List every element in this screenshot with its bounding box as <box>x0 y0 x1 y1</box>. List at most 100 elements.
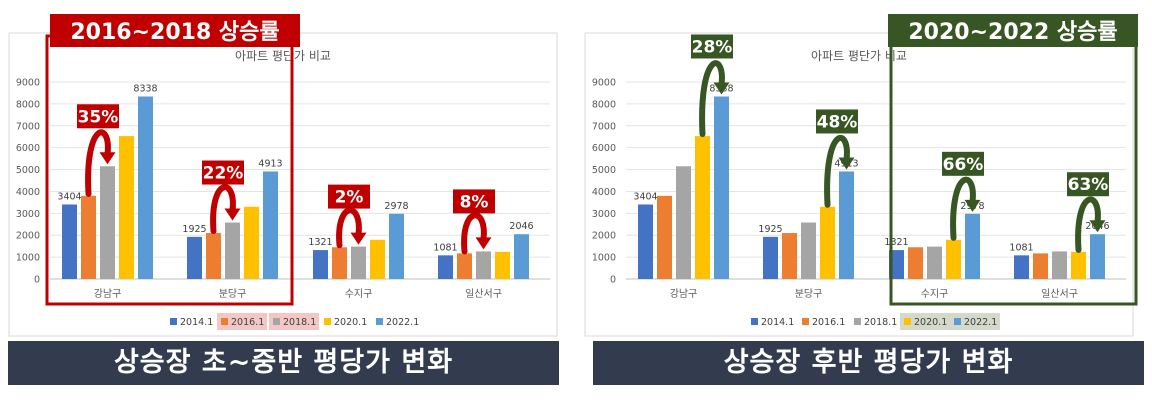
banner-title: 2020~2022 상승률 <box>908 20 1117 45</box>
y-tick-label: 5000 <box>16 165 40 176</box>
bar-2018.1-강남구 <box>676 166 691 279</box>
data-label: 2978 <box>384 201 408 212</box>
banner-box <box>50 14 300 47</box>
bar-2016.1-분당구 <box>206 233 221 279</box>
y-tick-label: 3000 <box>16 209 40 220</box>
bar-2020.1-분당구 <box>820 206 835 279</box>
banner-title: 2016~2018 상승률 <box>70 20 279 45</box>
legend-label: 2018.1 <box>864 317 897 328</box>
growth-arrow <box>336 207 362 249</box>
legend-swatch <box>904 318 911 325</box>
legend-swatch <box>221 318 228 325</box>
legend-swatch <box>324 318 331 325</box>
x-category-label: 분당구 <box>219 288 247 300</box>
percent-box <box>942 151 984 176</box>
bar-2014.1-일산서구 <box>1014 255 1029 279</box>
percent-label: 48% <box>817 112 858 132</box>
legend-highlight <box>269 313 319 330</box>
y-tick-label: 4000 <box>592 187 616 198</box>
percent-label: 8% <box>460 192 489 212</box>
y-tick-label: 0 <box>34 275 40 286</box>
bar-2014.1-분당구 <box>187 236 202 279</box>
bar-2014.1-강남구 <box>62 204 77 279</box>
y-tick-label: 6000 <box>592 143 616 154</box>
bar-2022.1-수지구 <box>965 213 980 279</box>
y-tick-label: 9000 <box>592 78 616 89</box>
data-label: 1925 <box>182 224 206 235</box>
bar-2014.1-수지구 <box>889 250 904 279</box>
x-category-label: 일산서구 <box>1041 288 1078 300</box>
legend-swatch <box>751 318 758 325</box>
legend-label: 2014.1 <box>761 317 794 328</box>
y-tick-label: 4000 <box>16 187 40 198</box>
y-tick-label: 2000 <box>16 231 40 242</box>
banner-box <box>888 14 1138 47</box>
y-tick-label: 3000 <box>592 209 616 220</box>
bar-2016.1-수지구 <box>908 247 923 279</box>
growth-arrow <box>1075 196 1101 253</box>
bar-chart-right: 아파트 평단가 비교 0 1000 2000 3000 4000 5000 6000 7000 8… <box>584 14 1138 337</box>
y-tick-label: 1000 <box>16 253 40 264</box>
x-category-label: 분당구 <box>795 288 823 300</box>
legend-label: 2016.1 <box>231 317 264 328</box>
legend-swatch <box>954 318 961 325</box>
legend-label: 2020.1 <box>334 317 367 328</box>
legend-highlight <box>217 313 267 330</box>
y-tick-label: 5000 <box>592 165 616 176</box>
percent-box <box>453 189 495 214</box>
data-label: 1321 <box>884 237 908 248</box>
chart-title: 아파트 평단가 비교 <box>235 49 331 63</box>
data-label: 1081 <box>1009 242 1033 253</box>
bar-2020.1-분당구 <box>244 206 259 279</box>
legend-label: 2016.1 <box>812 317 845 328</box>
caption-left: 상승장 초~중반 평당가 변화 <box>8 341 559 385</box>
arrow-head <box>713 82 730 95</box>
bar-2022.1-일산서구 <box>1090 234 1105 279</box>
x-category-label: 강남구 <box>94 288 122 300</box>
arrow-head <box>964 199 981 212</box>
arrow-head <box>224 208 241 221</box>
growth-arrow <box>85 129 111 197</box>
percent-label: 66% <box>943 155 984 175</box>
percent-label: 35% <box>78 107 119 127</box>
bar-chart-left: 아파트 평단가 비교 0 1000 2000 3000 4000 5000 6000 7000 8… <box>8 14 558 337</box>
x-category-label: 일산서구 <box>465 288 502 300</box>
arrow-head <box>838 157 855 170</box>
bar-2020.1-수지구 <box>370 239 385 279</box>
arrow-head <box>475 237 492 250</box>
bar-2020.1-강남구 <box>695 136 710 279</box>
y-tick-label: 6000 <box>16 143 40 154</box>
bar-2014.1-강남구 <box>638 204 653 279</box>
percent-label: 22% <box>203 164 244 184</box>
legend-label: 2022.1 <box>386 317 419 328</box>
bar-2022.1-수지구 <box>389 213 404 279</box>
y-tick-label: 7000 <box>592 121 616 132</box>
legend-highlight <box>950 313 1000 330</box>
data-label: 1321 <box>308 237 332 248</box>
data-label: 3404 <box>633 191 657 202</box>
growth-arrow <box>699 60 725 138</box>
legend-swatch <box>273 318 280 325</box>
bar-2016.1-수지구 <box>332 247 347 279</box>
y-tick-label: 2000 <box>592 231 616 242</box>
legend-swatch <box>376 318 383 325</box>
y-tick-label: 0 <box>610 275 616 286</box>
x-category-label: 강남구 <box>670 288 698 300</box>
bar-2018.1-강남구 <box>100 166 115 279</box>
bar-2016.1-분당구 <box>782 233 797 279</box>
x-category-label: 수지구 <box>345 288 373 300</box>
legend-swatch <box>854 318 861 325</box>
chart-title: 아파트 평단가 비교 <box>811 49 907 63</box>
legend-swatch <box>802 318 809 325</box>
bar-2020.1-일산서구 <box>1071 251 1086 279</box>
bar-2022.1-분당구 <box>263 171 278 279</box>
chart-panel-left: 아파트 평단가 비교 0 1000 2000 3000 4000 5000 6000 7000 8… <box>8 14 558 337</box>
legend-highlight <box>900 313 950 330</box>
bar-2018.1-일산서구 <box>1052 251 1067 279</box>
caption-right: 상승장 후반 평당가 변화 <box>593 341 1144 385</box>
bar-2014.1-수지구 <box>313 250 328 279</box>
data-label: 4913 <box>258 158 282 169</box>
bar-2016.1-일산서구 <box>1033 253 1048 279</box>
y-tick-label: 8000 <box>592 99 616 110</box>
legend-label: 2022.1 <box>964 317 997 328</box>
